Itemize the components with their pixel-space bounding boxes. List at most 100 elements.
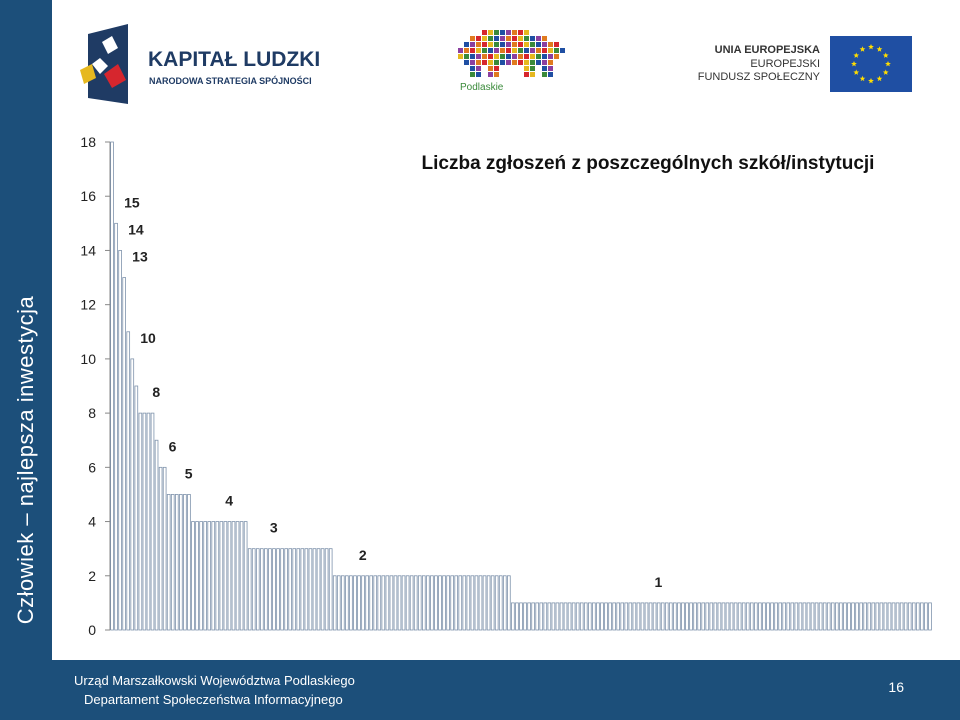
bar <box>227 521 232 631</box>
bar <box>596 602 600 631</box>
bar <box>798 602 803 631</box>
mosaic-tile <box>458 48 463 53</box>
bar <box>656 602 661 631</box>
bar <box>300 548 305 631</box>
bar <box>604 602 608 631</box>
bar <box>928 602 932 631</box>
bar <box>110 141 114 631</box>
bar <box>134 385 139 631</box>
bar <box>555 602 560 631</box>
mosaic-tile <box>488 42 493 47</box>
eu-star-icon <box>882 69 889 75</box>
bar <box>357 575 361 631</box>
bar <box>118 250 122 631</box>
bar <box>280 548 284 631</box>
bar <box>855 602 859 631</box>
mosaic-tile <box>554 48 559 53</box>
mosaic-tile <box>548 60 553 65</box>
bar <box>385 575 390 631</box>
mosaic-tile <box>494 48 499 53</box>
mosaic-tile <box>482 54 487 59</box>
bar <box>709 602 714 631</box>
bar <box>543 602 548 631</box>
bar <box>268 548 272 631</box>
bar <box>847 602 851 631</box>
bar <box>377 575 382 631</box>
bar <box>312 548 317 631</box>
bar <box>907 602 912 631</box>
mosaic-tile <box>500 54 505 59</box>
mosaic-tile <box>524 54 529 59</box>
bar <box>903 602 908 631</box>
bar <box>818 602 823 631</box>
bar <box>519 602 523 631</box>
mosaic-tile <box>488 48 493 53</box>
mosaic-tile <box>530 72 535 77</box>
bar <box>187 494 191 631</box>
mosaic-tile <box>512 48 517 53</box>
mosaic-tile <box>482 30 487 35</box>
bar <box>255 548 260 631</box>
mosaic-tile <box>488 72 493 77</box>
bar <box>924 602 928 631</box>
bar <box>766 602 770 631</box>
bar <box>559 602 564 631</box>
data-label: 4 <box>225 493 233 509</box>
bar <box>381 575 386 631</box>
page-number: 16 <box>888 679 904 695</box>
bar <box>859 602 863 631</box>
bar <box>697 602 701 631</box>
eu-logo: UNIA EUROPEJSKA EUROPEJSKI FUNDUSZ SPOŁE… <box>690 36 912 94</box>
data-label: 3 <box>270 520 278 536</box>
bar <box>450 575 454 631</box>
bar <box>741 602 746 631</box>
mosaic-tile <box>542 72 547 77</box>
bar <box>575 602 580 631</box>
bar <box>162 466 167 631</box>
kapital-ludzki-logo: KAPITAŁ LUDZKI NARODOWA STRATEGIA SPÓJNO… <box>78 24 338 108</box>
bar <box>843 602 847 631</box>
bar <box>863 602 868 631</box>
mosaic-tile <box>470 72 475 77</box>
mosaic-tile <box>542 36 547 41</box>
mosaic-tile <box>500 48 505 53</box>
bar <box>308 548 313 631</box>
bar <box>251 548 256 631</box>
bar <box>462 575 467 631</box>
eu-star-icon <box>882 52 889 58</box>
mosaic-tile <box>542 42 547 47</box>
mosaic-tile <box>560 48 565 53</box>
eu-star-icon <box>885 61 891 67</box>
mosaic-tile <box>470 66 475 71</box>
eu-star-icon <box>853 52 860 58</box>
mosaic-tile <box>476 42 481 47</box>
bar <box>474 575 479 631</box>
bar <box>243 521 248 631</box>
bar <box>434 575 438 631</box>
bar <box>685 602 689 631</box>
bar <box>211 521 216 631</box>
kapital-ludzki-subtitle: NARODOWA STRATEGIA SPÓJNOŚCI <box>149 76 312 86</box>
bar <box>547 602 552 631</box>
bar <box>446 575 450 631</box>
bar <box>203 521 207 631</box>
bar <box>296 548 301 631</box>
data-label: 8 <box>152 384 160 400</box>
bar <box>417 575 422 631</box>
bar <box>426 575 430 631</box>
bar <box>264 548 268 631</box>
mosaic-tile <box>536 48 541 53</box>
y-tick-label: 10 <box>80 351 96 367</box>
mosaic-tile <box>554 42 559 47</box>
bar <box>531 602 535 631</box>
bar <box>389 575 394 631</box>
bar <box>239 521 244 631</box>
data-labels: 15 14 13 10 8 65 4 3 2 1 <box>124 194 662 590</box>
bar <box>762 602 766 631</box>
mosaic-tile <box>464 48 469 53</box>
mosaic-tile <box>500 42 505 47</box>
bar <box>705 602 710 631</box>
y-tick-label: 12 <box>80 297 96 313</box>
bar <box>689 602 693 631</box>
mosaic-tile <box>536 60 541 65</box>
